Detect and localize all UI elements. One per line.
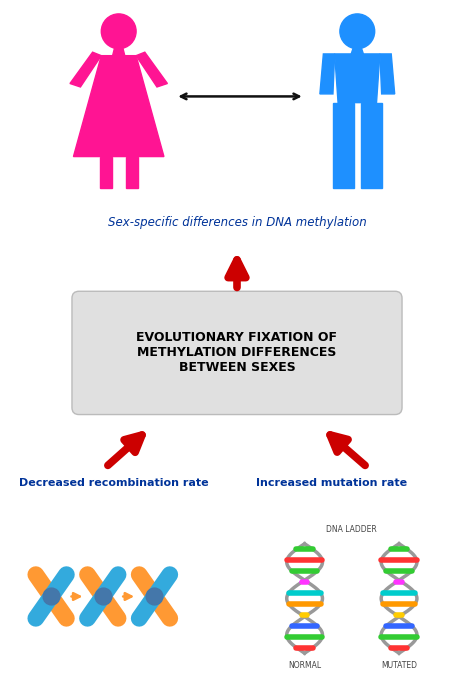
Polygon shape bbox=[361, 103, 382, 188]
Polygon shape bbox=[136, 52, 167, 87]
Text: EVOLUTIONARY FIXATION OF
METHYLATION DIFFERENCES
BETWEEN SEXES: EVOLUTIONARY FIXATION OF METHYLATION DIF… bbox=[137, 331, 337, 375]
Polygon shape bbox=[320, 54, 335, 94]
Polygon shape bbox=[380, 54, 395, 94]
Text: Decreased recombination rate: Decreased recombination rate bbox=[19, 478, 209, 488]
Polygon shape bbox=[333, 103, 354, 188]
Circle shape bbox=[340, 14, 374, 49]
FancyBboxPatch shape bbox=[72, 292, 402, 414]
Polygon shape bbox=[113, 49, 125, 55]
Text: Increased mutation rate: Increased mutation rate bbox=[256, 478, 407, 488]
Text: MUTATED: MUTATED bbox=[381, 661, 417, 670]
Circle shape bbox=[101, 14, 136, 49]
Polygon shape bbox=[73, 55, 164, 157]
Text: NORMAL: NORMAL bbox=[288, 661, 321, 670]
Polygon shape bbox=[335, 54, 380, 103]
Polygon shape bbox=[100, 157, 112, 188]
Text: DNA LADDER: DNA LADDER bbox=[326, 525, 377, 534]
Polygon shape bbox=[70, 52, 101, 87]
Polygon shape bbox=[126, 157, 138, 188]
Polygon shape bbox=[351, 49, 364, 54]
Text: Sex-specific differences in DNA methylation: Sex-specific differences in DNA methylat… bbox=[108, 216, 366, 230]
